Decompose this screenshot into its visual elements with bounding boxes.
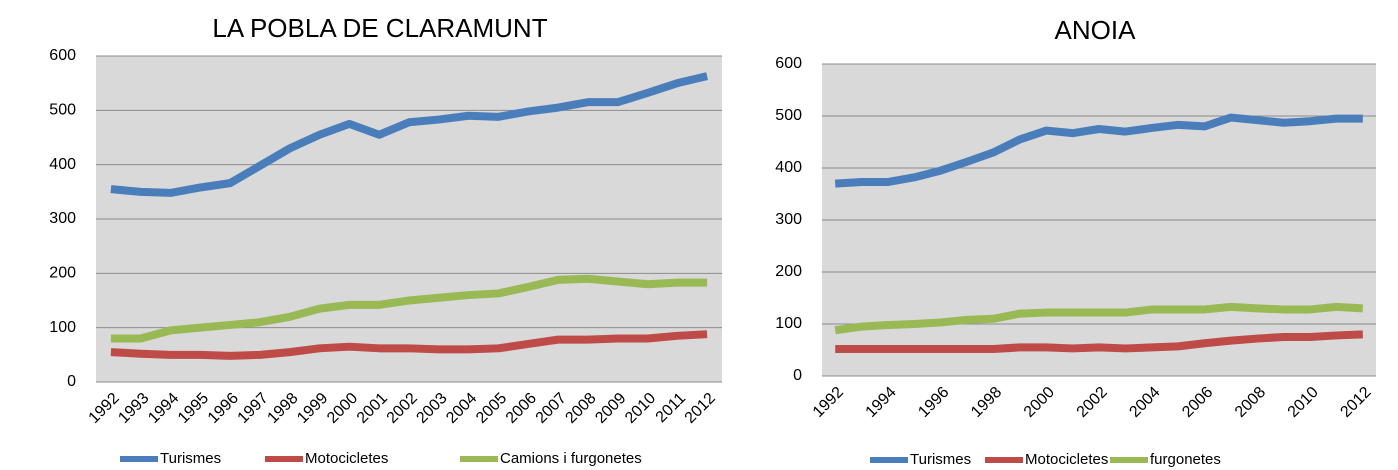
x-tick-label: 2001 [354,390,391,427]
series-line [110,72,709,197]
x-tick-label: 2004 [1126,384,1163,421]
series-line [834,302,1364,335]
x-tick-label: 2002 [1074,384,1111,421]
legend-label: Turismes [160,450,221,467]
y-tick-label: 0 [793,367,802,384]
x-tick-label: 2002 [384,390,421,427]
x-tick-label: 1992 [810,384,847,421]
legend-label: Camions i furgonetes [500,450,642,467]
x-tick-label: 1994 [145,390,182,427]
x-tick-label: 2000 [1021,384,1058,421]
x-tick-label: 1998 [264,390,301,427]
x-tick-label: 2010 [1285,384,1322,421]
x-tick-label: 2006 [503,390,540,427]
legend-label: Motocicletes [1025,451,1108,468]
y-tick-label: 200 [49,265,76,282]
y-tick-label: 300 [775,211,802,228]
x-tick-label: 2011 [653,390,689,426]
x-tick-label: 2008 [562,390,599,427]
series-line [834,113,1363,188]
legend-label: Turismes [910,451,971,468]
y-tick-label: 500 [49,102,76,119]
y-tick-label: 400 [775,159,802,176]
series-line [110,274,708,343]
x-tick-label: 2005 [473,390,510,427]
y-tick-label: 600 [775,55,802,72]
x-tick-label: 1994 [863,384,900,421]
y-tick-label: 100 [49,319,76,336]
y-tick-label: 0 [67,373,76,390]
x-tick-label: 2000 [324,390,361,427]
x-tick-label: 1998 [968,384,1005,421]
x-tick-label: 1997 [235,390,272,427]
x-tick-label: 2003 [413,390,450,427]
x-tick-label: 2004 [443,390,480,427]
x-tick-label: 2007 [533,390,570,427]
chart-title: ANOIA [1055,15,1137,45]
y-tick-label: 500 [775,107,802,124]
y-tick-label: 600 [49,47,76,64]
x-tick-label: 1993 [115,390,152,427]
y-tick-label: 400 [49,156,76,173]
x-tick-label: 1996 [205,390,242,427]
x-tick-label: 2006 [1179,384,1216,421]
series-line [835,330,1363,353]
legend-label: furgonetes [1150,451,1221,468]
y-tick-label: 200 [775,263,802,280]
x-tick-label: 2010 [622,390,659,427]
x-tick-label: 1999 [294,390,331,427]
x-tick-label: 2012 [682,390,719,427]
y-tick-label: 100 [775,315,802,332]
x-tick-label: 1996 [915,384,952,421]
chart-title: LA POBLA DE CLARAMUNT [212,13,547,43]
x-tick-label: 1995 [175,390,212,427]
y-tick-label: 300 [49,210,76,227]
legend-label: Motocicletes [305,450,388,467]
x-tick-label: 2012 [1337,384,1374,421]
series-line [110,330,708,360]
x-tick-label: 2009 [592,390,629,427]
x-tick-label: 2008 [1232,384,1269,421]
x-tick-label: 1992 [86,390,123,427]
